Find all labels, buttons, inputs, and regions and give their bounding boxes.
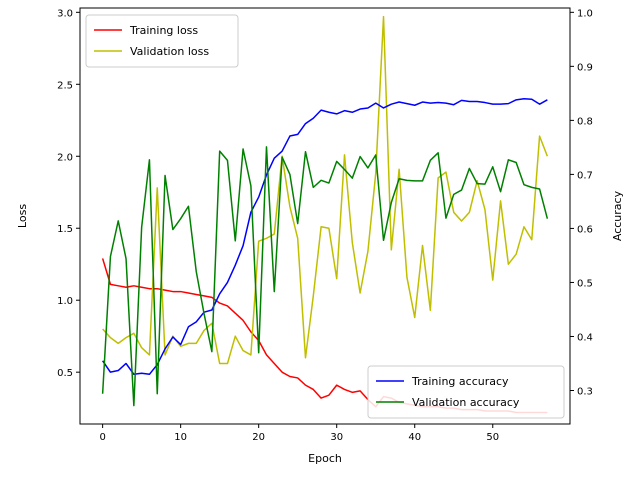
x-tick-label: 30: [330, 432, 343, 443]
y-left-tick-label: 1.5: [57, 224, 73, 235]
axes-layer: 0 10 20 30 40 50 0.5 1.0 1.5 2.0 2.5 3.0 0.3 0.4 0.5 0.…: [16, 7, 624, 465]
y-left-tick-label: 0.5: [57, 368, 73, 379]
x-tick-label: 10: [174, 432, 187, 443]
plot-frame: [79, 7, 571, 425]
legend-box: [367, 365, 565, 419]
y-left-tick-label: 2.0: [57, 152, 73, 163]
legend-lower-right: Training accuracy Validation accuracy: [367, 365, 565, 419]
legend-box: [85, 14, 239, 68]
x-tick-label: 50: [486, 432, 499, 443]
series-line-validation-accuracy: [101, 146, 549, 407]
legend-upper-left: Training loss Validation loss: [85, 14, 239, 68]
y-left-axis-title: Loss: [16, 204, 29, 228]
y-left-tick-label: 1.0: [57, 296, 73, 307]
legend-label-training-loss: Training loss: [129, 24, 198, 37]
y-right-tick-label: 0.8: [577, 116, 593, 127]
y-right-tick-label: 0.9: [577, 62, 593, 73]
legend-label-validation-accuracy: Validation accuracy: [412, 396, 520, 409]
y-right-tick-label: 1.0: [577, 8, 593, 19]
y-right-tick-label: 0.3: [577, 387, 593, 398]
x-tick-label: 40: [408, 432, 421, 443]
legend-label-training-accuracy: Training accuracy: [411, 375, 509, 388]
y-right-tick-label: 0.5: [577, 278, 593, 289]
x-axis-title: Epoch: [308, 452, 342, 465]
y-right-tick-label: 0.4: [577, 332, 593, 343]
y-right-tick-label: 0.7: [577, 170, 593, 181]
series-line-training-accuracy: [102, 98, 548, 376]
legend-layer: Training loss Validation loss Training acc…: [85, 14, 565, 419]
x-tick-label: 0: [99, 432, 105, 443]
x-tick-label: 20: [252, 432, 265, 443]
y-right-tick-label: 0.6: [577, 224, 593, 235]
y-left-tick-label: 2.5: [57, 80, 73, 91]
y-right-axis-title: Accuracy: [611, 190, 624, 241]
legend-label-validation-loss: Validation loss: [130, 45, 209, 58]
y-left-tick-label: 3.0: [57, 8, 73, 19]
